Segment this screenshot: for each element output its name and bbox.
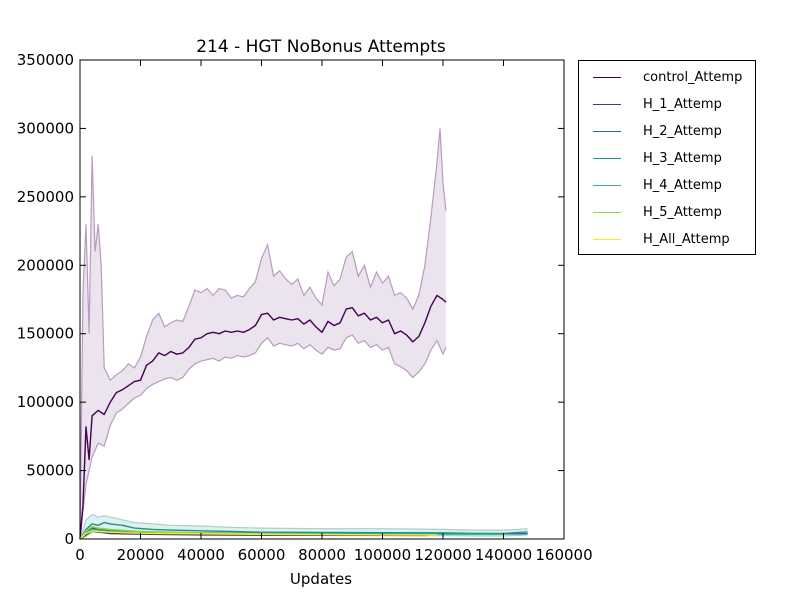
legend-item: H_1_Attemp xyxy=(579,95,755,115)
legend-swatch xyxy=(593,212,621,213)
band-lower-control_Attemp xyxy=(79,334,447,540)
legend-item: control_Attemp xyxy=(579,68,755,88)
y-tick-label: 150000 xyxy=(17,325,74,343)
legend-item: H_All_Attemp xyxy=(579,230,755,250)
legend-swatch xyxy=(593,104,621,105)
y-tick-label: 300000 xyxy=(17,119,74,137)
plot-area xyxy=(79,59,565,540)
x-axis: 0 20000 40000 60000 80000 100000 120000 140000 1… xyxy=(75,60,593,564)
legend-swatch xyxy=(593,239,621,240)
legend-swatch xyxy=(593,131,621,132)
legend-swatch xyxy=(593,158,621,159)
legend-swatch xyxy=(593,185,621,186)
legend-label: H_5_Attemp xyxy=(643,205,722,220)
legend-swatch xyxy=(593,77,621,78)
band-upper-H_3_Attemp xyxy=(79,513,528,540)
legend-item: H_4_Attemp xyxy=(579,176,755,196)
chart-title: 214 - HGT NoBonus Attempts xyxy=(196,37,446,57)
x-tick-label: 100000 xyxy=(354,546,411,564)
legend-label: control_Attemp xyxy=(643,70,743,85)
legend-label: H_All_Attemp xyxy=(643,232,730,247)
y-tick-label: 250000 xyxy=(17,188,74,206)
band-upper-control_Attemp xyxy=(79,128,447,535)
y-tick-label: 100000 xyxy=(17,393,74,411)
x-tick-label: 20000 xyxy=(117,546,165,564)
y-tick-label: 200000 xyxy=(17,256,74,274)
x-tick-label: 140000 xyxy=(475,546,532,564)
legend-item: H_5_Attemp xyxy=(579,203,755,223)
legend-label: H_2_Attemp xyxy=(643,124,722,139)
x-tick-label: 120000 xyxy=(414,546,471,564)
series-line-H_3_Attemp xyxy=(79,521,528,540)
y-axis: 0 50000 100000 150000 200000 250000 300000 3500… xyxy=(17,51,564,548)
x-tick-label: 0 xyxy=(75,546,85,564)
legend-label: H_3_Attemp xyxy=(643,151,722,166)
y-tick-label: 50000 xyxy=(26,462,74,480)
x-axis-label: Updates xyxy=(290,570,352,588)
legend: control_Attemp H_1_Attemp H_2_Attemp H_3_At… xyxy=(578,60,756,255)
legend-item: H_2_Attemp xyxy=(579,122,755,142)
x-tick-label: 160000 xyxy=(535,546,592,564)
y-tick-label: 350000 xyxy=(17,51,74,69)
x-tick-label: 80000 xyxy=(298,546,346,564)
plot-frame xyxy=(79,59,565,540)
x-tick-label: 40000 xyxy=(177,546,225,564)
y-tick-label: 0 xyxy=(64,530,74,548)
x-tick-label: 60000 xyxy=(238,546,286,564)
legend-item: H_3_Attemp xyxy=(579,149,755,169)
legend-label: H_4_Attemp xyxy=(643,178,722,193)
legend-label: H_1_Attemp xyxy=(643,97,722,112)
series-line-control_Attemp xyxy=(79,294,447,540)
band-control_Attemp xyxy=(80,128,446,539)
